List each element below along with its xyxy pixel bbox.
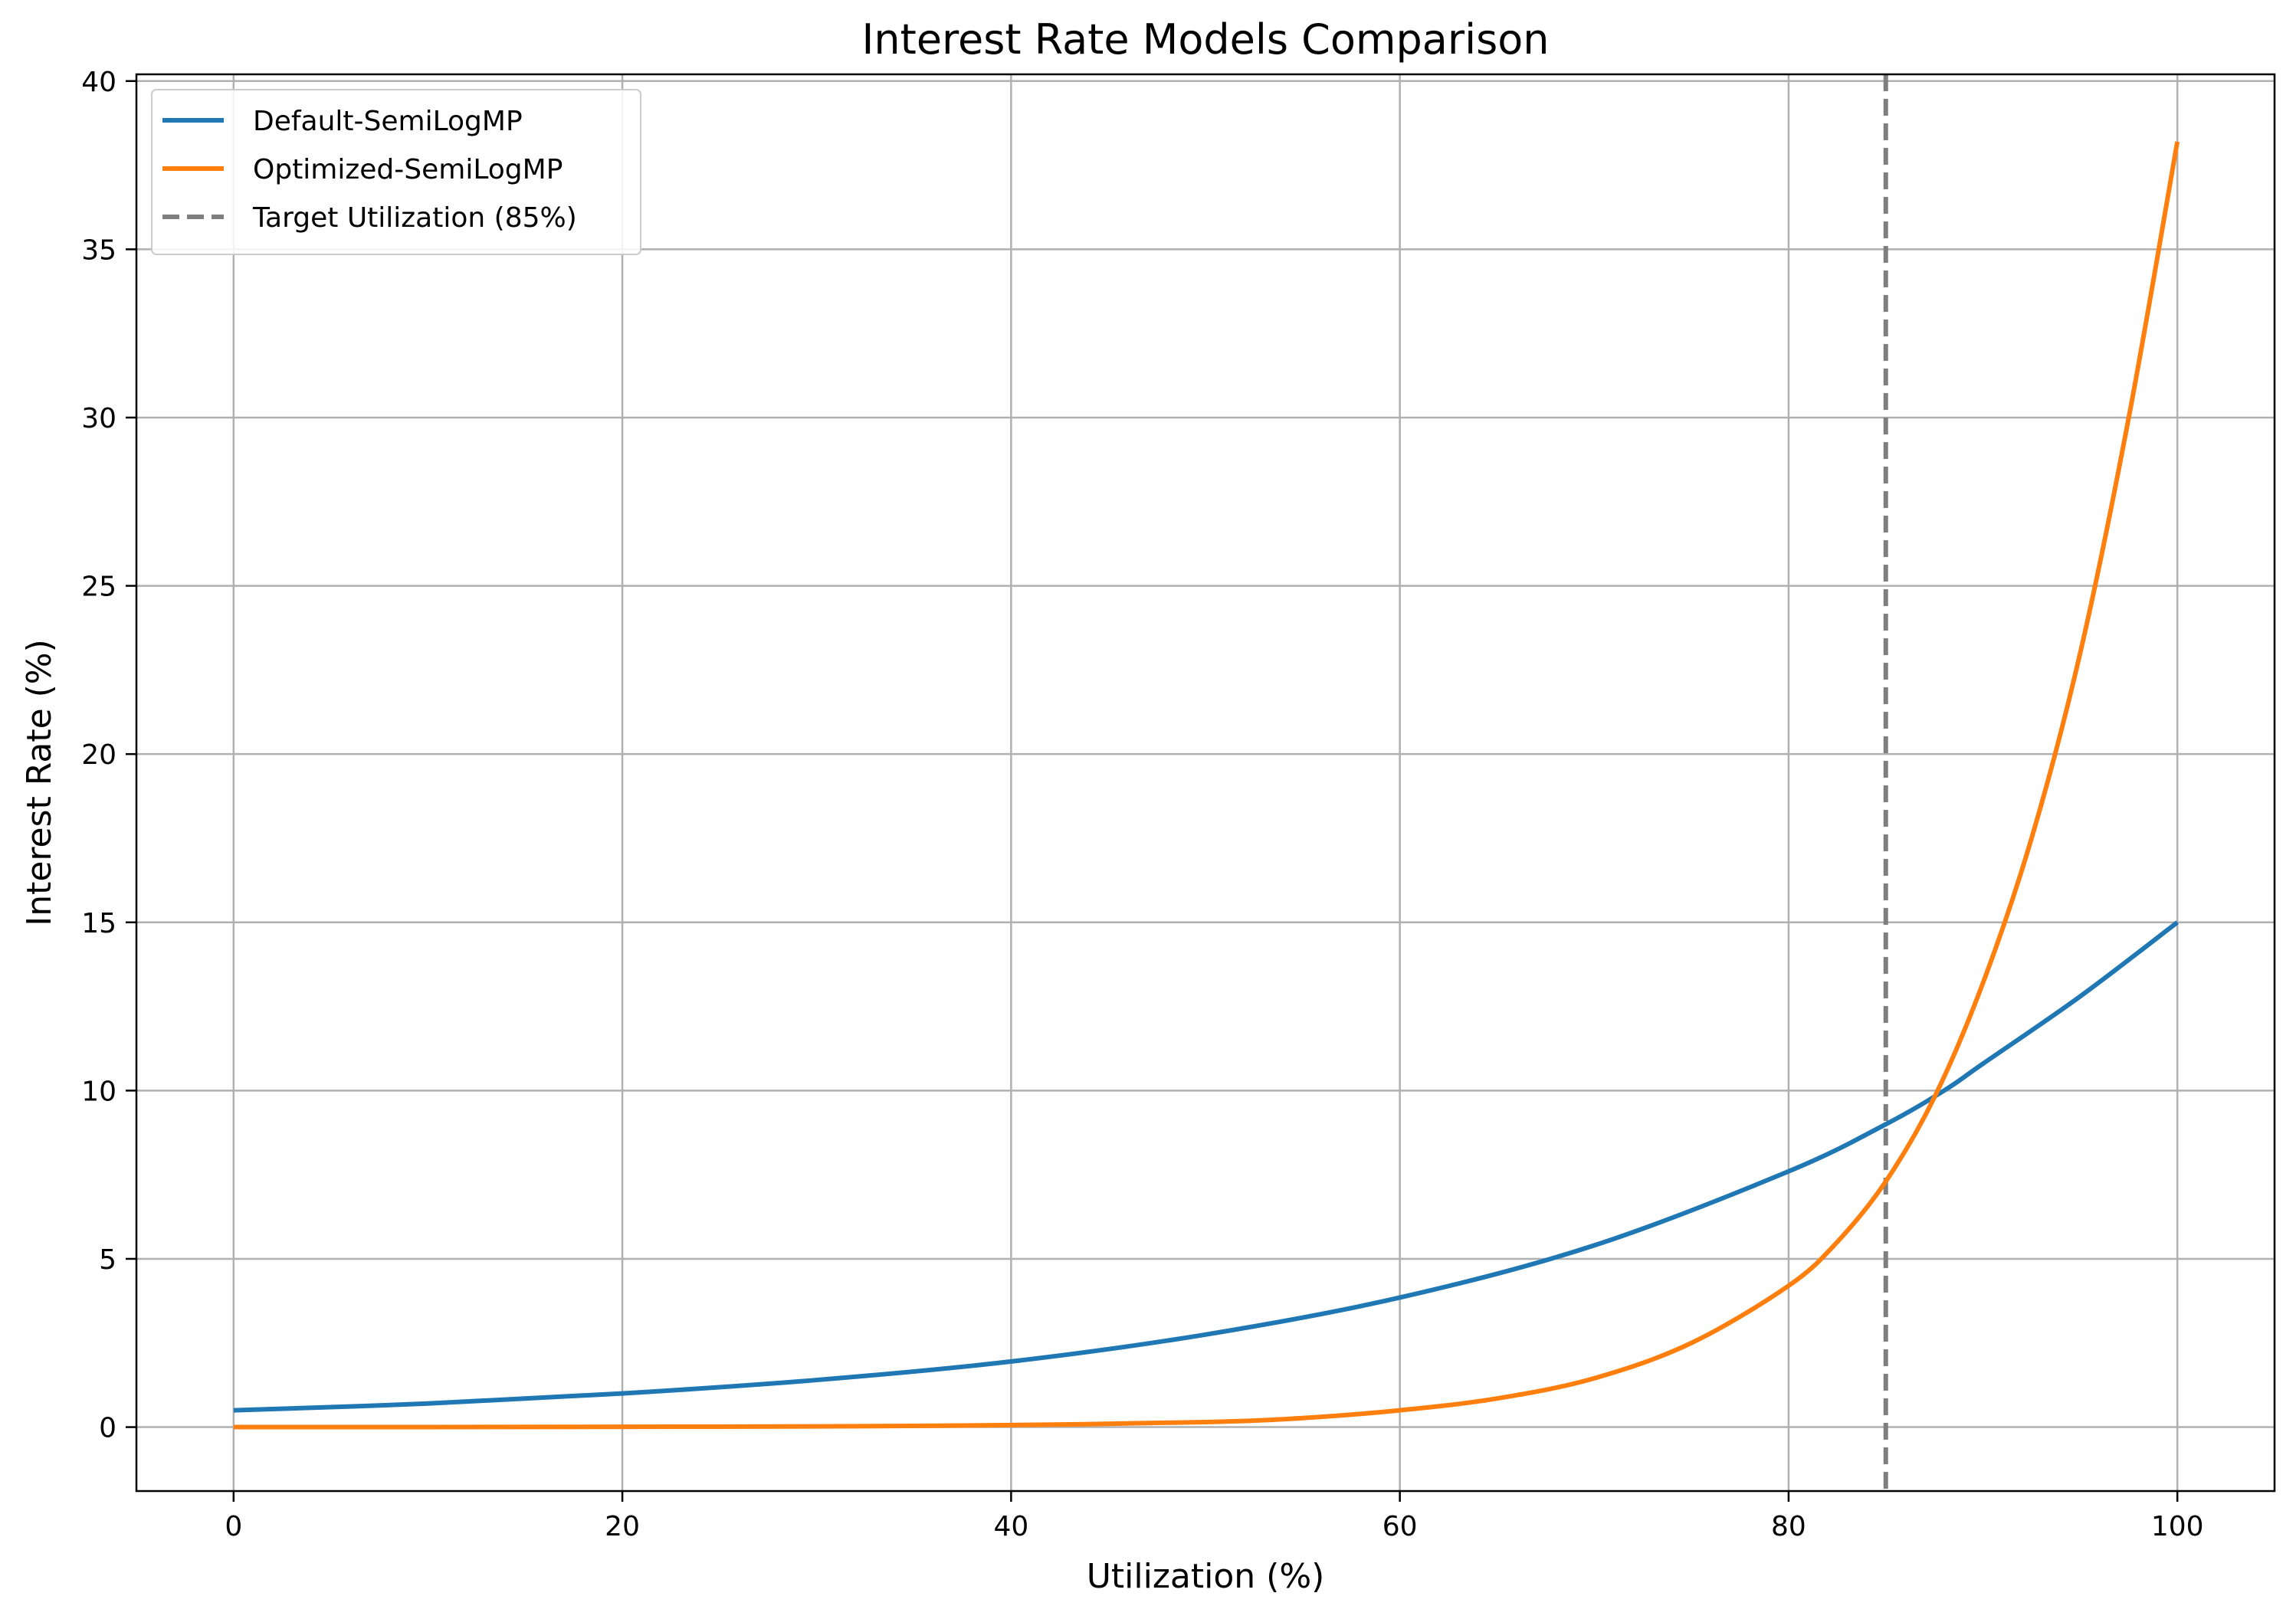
y-tick-label: 15 — [81, 908, 116, 939]
y-axis-title: Interest Rate (%) — [20, 639, 59, 926]
y-tick-label: 30 — [81, 403, 116, 434]
y-tick-label: 10 — [81, 1076, 116, 1107]
x-tick-label: 60 — [1383, 1511, 1418, 1542]
legend-box — [151, 89, 641, 255]
x-tick-label: 20 — [605, 1511, 640, 1542]
x-axis-title: Utilization (%) — [1087, 1557, 1325, 1596]
y-tick-label: 20 — [81, 739, 116, 771]
legend: Default-SemiLogMP Optimized-SemiLogMP Targ… — [151, 89, 641, 255]
axes-frame — [135, 73, 2276, 1493]
legend-label: Default-SemiLogMP — [253, 106, 523, 137]
y-tick-label: 0 — [99, 1413, 116, 1444]
x-tick-label: 0 — [225, 1511, 242, 1542]
grid — [136, 74, 2275, 1491]
ticks: 0 20 40 60 80 100 0 5 10 15 20 25 30 35 40 — [81, 67, 2203, 1542]
x-tick-label: 40 — [993, 1511, 1028, 1542]
legend-label: Target Utilization (85%) — [252, 202, 577, 234]
y-tick-label: 5 — [99, 1244, 116, 1276]
series-line-optimized-semilogmp — [233, 141, 2180, 1430]
y-tick-label: 35 — [81, 234, 116, 266]
y-tick-label: 25 — [81, 572, 116, 603]
chart-title: Interest Rate Models Comparison — [862, 15, 1550, 64]
legend-label: Optimized-SemiLogMP — [253, 154, 563, 185]
plot-area — [233, 74, 2180, 1491]
x-tick-label: 80 — [1771, 1511, 1806, 1542]
x-tick-label: 100 — [2151, 1511, 2204, 1542]
y-tick-label: 40 — [81, 67, 116, 98]
series-line-default-semilogmp — [233, 920, 2179, 1413]
